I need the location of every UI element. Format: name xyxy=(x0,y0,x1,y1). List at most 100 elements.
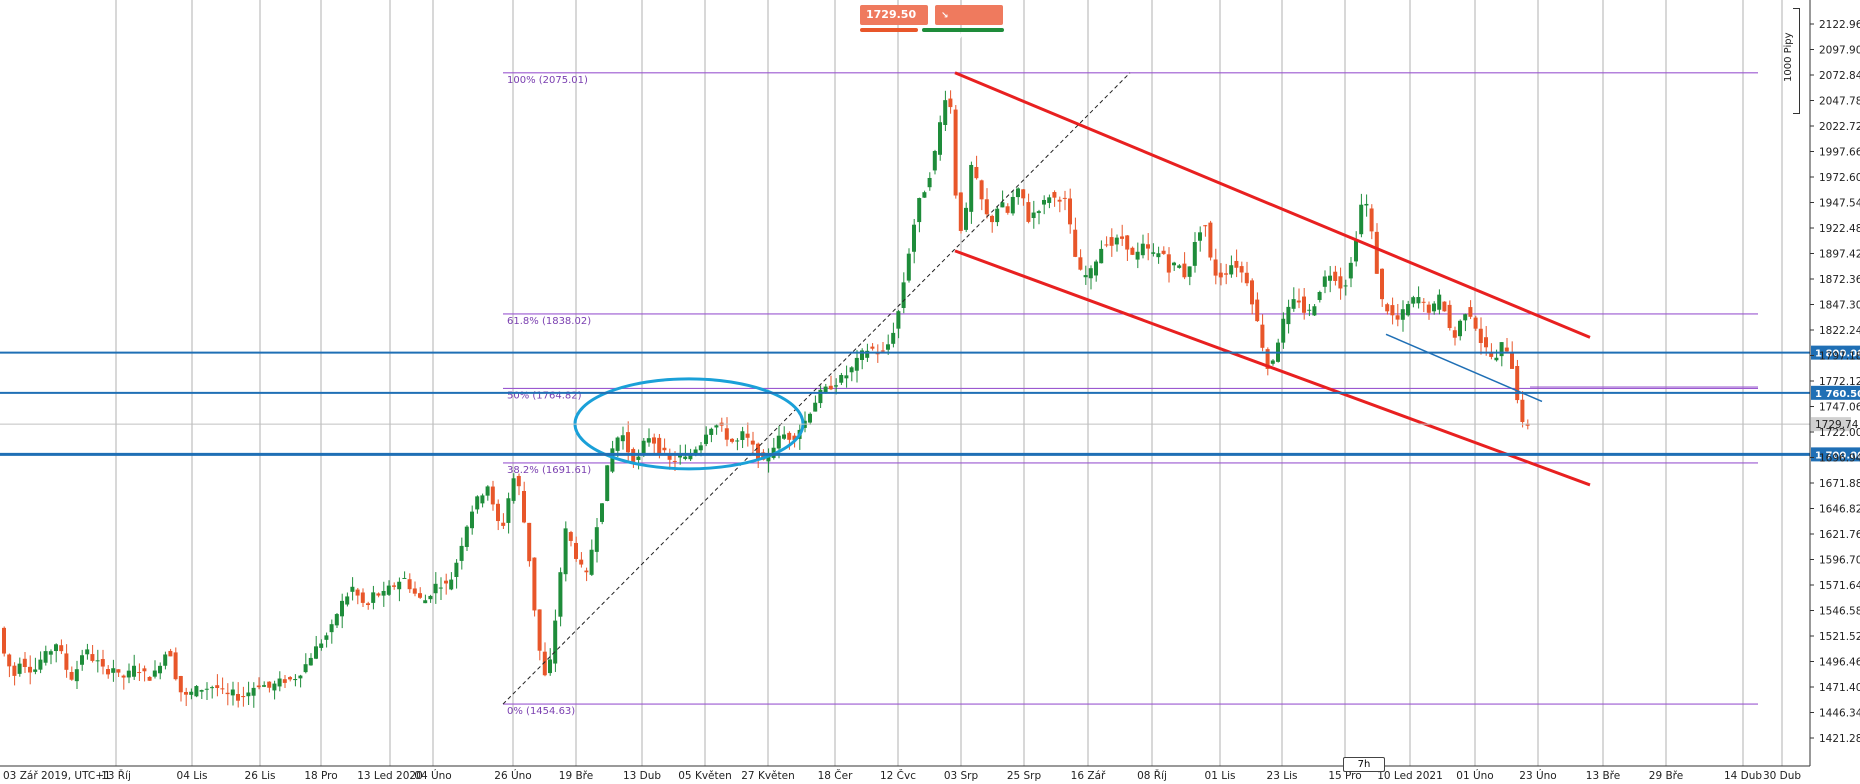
horizontal-levels[interactable]: 1729.74 1 800.00 1 760.50 1 700.00 xyxy=(0,345,1860,462)
ask-bar xyxy=(922,28,1004,32)
candle-body xyxy=(631,449,636,464)
candle-body xyxy=(402,577,407,579)
candle-body xyxy=(95,660,100,662)
candle-body xyxy=(979,180,984,200)
candle-body xyxy=(709,428,714,435)
candle-body xyxy=(366,603,370,606)
candle-body xyxy=(350,586,355,592)
candle-body xyxy=(1036,211,1041,214)
candle-body xyxy=(449,579,454,590)
candle-body xyxy=(527,522,532,562)
x-tick-label: 15 Pro xyxy=(1328,770,1361,782)
candle-body xyxy=(600,503,604,522)
candle-body xyxy=(906,253,911,281)
candle-body xyxy=(1354,240,1358,262)
scale-bracket xyxy=(1793,8,1800,114)
y-tick-label: 1747.06 xyxy=(1819,402,1860,414)
candle-body xyxy=(496,503,500,522)
candle-body xyxy=(579,559,584,565)
candle-body xyxy=(163,654,168,666)
candle-body xyxy=(672,460,677,462)
time-axis[interactable]: 03 Zář 2019, UTC+113 Říj 04 Lis 26 Lis 18 P… xyxy=(0,765,1810,782)
candle-body xyxy=(392,585,396,587)
candle-body xyxy=(839,374,844,383)
candle-body xyxy=(1374,231,1379,274)
y-tick-label: 2022.72 xyxy=(1819,121,1860,133)
candle-body xyxy=(704,434,708,444)
candle-body xyxy=(1302,296,1306,313)
candle-body xyxy=(1489,353,1494,357)
y-tick-label: 1621.76 xyxy=(1819,529,1860,541)
candle-body xyxy=(90,654,95,661)
level-label: 1 760.50 xyxy=(1815,389,1860,400)
candle-body xyxy=(589,549,594,575)
candle-body xyxy=(808,413,812,423)
candle-body xyxy=(912,224,916,252)
candle-body xyxy=(1494,357,1499,361)
candle-body xyxy=(459,545,464,561)
candle-body xyxy=(1166,254,1171,273)
candle-body xyxy=(1047,197,1052,203)
candle-body xyxy=(792,435,797,440)
candle-body xyxy=(542,651,547,676)
candle-body xyxy=(766,456,771,462)
candle-body xyxy=(584,570,589,573)
y-tick-label: 2097.90 xyxy=(1819,45,1860,57)
candle-body xyxy=(282,679,287,683)
y-tick-label: 1496.46 xyxy=(1819,657,1860,669)
candle-body xyxy=(740,431,745,441)
candle-body xyxy=(948,98,953,108)
current-price-tag xyxy=(1811,417,1851,432)
candle-body xyxy=(80,655,84,665)
bid-quote[interactable]: 1729.50 ↘ xyxy=(860,5,928,40)
candle-body xyxy=(1499,342,1504,357)
candle-body xyxy=(756,443,760,461)
candle-body xyxy=(371,592,376,603)
channel-lower-line xyxy=(954,249,1591,487)
candle-body xyxy=(1255,299,1260,322)
candle-body xyxy=(1333,271,1338,281)
blue-trendline xyxy=(1385,333,1543,403)
candle-body xyxy=(1520,399,1525,422)
candle-body xyxy=(69,671,74,680)
candle-body xyxy=(646,438,651,443)
candle-body xyxy=(1031,212,1036,219)
x-tick-label: 03 Srp xyxy=(944,770,979,782)
candle-body xyxy=(194,686,199,697)
candle-body xyxy=(522,490,526,523)
candle-body xyxy=(38,659,43,670)
candle-body xyxy=(938,122,942,155)
candle-body xyxy=(199,690,204,692)
candle-body xyxy=(667,455,672,460)
x-tick-label: 14 Dub xyxy=(1724,770,1762,782)
vertical-gridlines xyxy=(115,0,1783,766)
candle-body xyxy=(865,350,870,358)
y-tick-label: 1671.88 xyxy=(1819,478,1860,490)
bid-price: 1729.50 xyxy=(866,8,917,21)
candle-body xyxy=(1151,252,1156,254)
candle-body xyxy=(927,177,932,188)
candle-body xyxy=(953,109,958,196)
candle-body xyxy=(724,428,729,440)
fibonacci-retracement: 100% (2075.01) 61.8% (1838.02) 50% (1764.8… xyxy=(503,72,1758,717)
candle-body xyxy=(501,522,506,526)
candle-body xyxy=(506,498,511,523)
candle-body xyxy=(1042,199,1046,205)
level-tag xyxy=(1811,385,1860,400)
candle-body xyxy=(428,595,433,600)
ask-quote[interactable]: ↘ 1729.74 xyxy=(935,5,1003,42)
x-tick-label: 26 Úno xyxy=(494,769,531,782)
candle-body xyxy=(1468,307,1473,317)
candle-body xyxy=(59,645,64,652)
candle-body xyxy=(1395,315,1400,320)
candle-body xyxy=(1390,305,1395,316)
candle-body xyxy=(745,433,750,438)
candle-body xyxy=(1380,268,1384,300)
timeframe-badge[interactable]: 7h xyxy=(1343,757,1385,772)
candle-body xyxy=(610,448,615,472)
candle-body xyxy=(1094,261,1098,276)
candle-body xyxy=(693,449,698,455)
price-axis[interactable]: 2122.96 2097.90 2072.84 2047.78 2022.72 1997.… xyxy=(1809,0,1860,766)
candle-body xyxy=(984,199,989,215)
